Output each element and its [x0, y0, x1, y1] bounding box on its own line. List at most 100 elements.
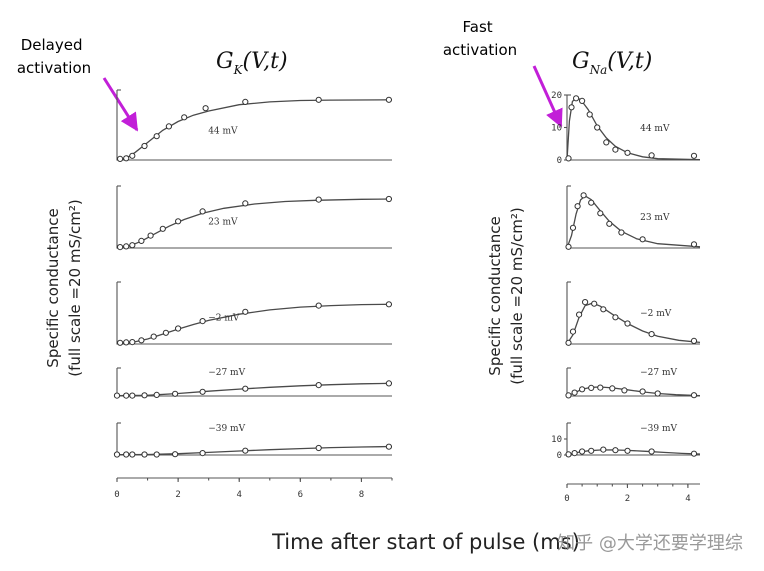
data-point [580, 192, 587, 199]
fit-curve [116, 99, 393, 161]
data-point [569, 224, 577, 231]
data-point [147, 232, 154, 239]
gk-title: GK(V,t) [216, 49, 288, 77]
data-point [600, 446, 607, 453]
data-point [141, 142, 148, 150]
x-tick-label: 0 [114, 490, 119, 500]
data-point [654, 390, 661, 397]
data-point [565, 451, 572, 458]
data-point [315, 302, 322, 309]
panel-0-4: −39 mV [113, 422, 393, 458]
x-tick-label: 6 [298, 490, 303, 500]
voltage-label: −39 mV [208, 424, 245, 434]
data-point [639, 388, 646, 395]
y-tick-label: 10 [551, 124, 562, 134]
panel-1-2: −2 mV [565, 281, 701, 346]
data-point [242, 200, 249, 207]
data-point [648, 331, 655, 338]
data-point [586, 111, 593, 118]
data-point [123, 339, 130, 346]
data-point [571, 389, 578, 396]
fit-curve [116, 445, 393, 456]
panel-1-4: −39 mV 0 10 [551, 422, 701, 461]
panel-axes [116, 282, 392, 345]
delayed-line-1: Delayed [21, 36, 83, 54]
data-point [175, 325, 182, 332]
data-point [141, 451, 148, 458]
delayed-annotation: Delayed activation [17, 36, 91, 77]
gna-ylabel-2: (full scale =20 mS/cm²) [508, 207, 526, 385]
panel-1-1: 23 mV [565, 185, 701, 250]
voltage-label: 23 mV [208, 217, 238, 227]
voltage-label: −2 mV [640, 309, 672, 319]
data-point [199, 318, 206, 325]
data-point [588, 199, 595, 206]
fit-curve [116, 303, 393, 345]
gna-title: GNa(V,t) [572, 49, 652, 77]
data-point [569, 328, 577, 335]
data-point [123, 155, 130, 162]
data-point [565, 155, 572, 162]
y-tick-label: 0 [557, 451, 562, 461]
data-point [315, 96, 322, 103]
data-point [690, 241, 698, 248]
x-tick-label: 0 [564, 494, 569, 504]
panel-1-0: 44 mV 0 10 20 [551, 91, 701, 166]
data-point [606, 220, 613, 227]
panel-axes [116, 368, 392, 397]
gk-ylabel-2: (full scale =20 mS/cm²) [66, 199, 84, 377]
data-point [162, 329, 169, 336]
data-point [612, 146, 619, 153]
data-point [123, 243, 130, 250]
data-point [621, 387, 628, 394]
data-point [612, 447, 619, 454]
data-point [117, 155, 124, 162]
panel-axes [566, 186, 700, 249]
data-point [129, 392, 136, 399]
data-point [648, 448, 655, 455]
data-point [117, 339, 124, 346]
fast-annotation: Fast activation [443, 18, 517, 59]
panel-0-1: 23 mV [116, 185, 393, 251]
data-point [597, 210, 604, 217]
data-point [624, 320, 631, 327]
data-point [153, 133, 160, 140]
data-point [690, 152, 698, 159]
data-point [113, 392, 121, 399]
data-point [153, 451, 160, 458]
data-point [591, 300, 598, 307]
panel-0-0: 44 mV [116, 89, 393, 162]
data-point [117, 244, 124, 251]
data-point [612, 314, 619, 321]
voltage-label: −39 mV [640, 424, 677, 434]
data-point [138, 337, 145, 344]
data-point [150, 333, 157, 340]
gk-ylabel: Specific conductance [44, 208, 62, 367]
voltage-label: −2 mV [208, 313, 240, 323]
data-point [579, 448, 586, 455]
y-tick-label: 10 [551, 435, 562, 445]
data-point [597, 384, 604, 391]
data-point [588, 447, 595, 454]
chart-0: 44 mV 23 mV −2 mV −27 mV −39 mV 0 2 4 6 8 [113, 89, 393, 500]
data-point [129, 242, 136, 249]
data-point [129, 152, 136, 159]
panel-axes [566, 282, 700, 345]
data-point [624, 447, 631, 454]
data-point [153, 391, 160, 398]
charts-layer: 44 mV 23 mV −2 mV −27 mV −39 mV 0 2 4 6 8 44 mV 0 10… [113, 89, 701, 504]
data-point [579, 386, 586, 393]
x-tick-label: 8 [359, 490, 364, 500]
data-point [315, 196, 322, 203]
data-point [138, 237, 145, 244]
fast-line-1: Fast [463, 18, 493, 36]
gna-ylabel: Specific conductance [486, 216, 504, 375]
data-point [639, 236, 646, 243]
data-point [181, 114, 188, 121]
data-point [172, 390, 179, 397]
data-point [600, 306, 607, 313]
data-point [199, 388, 206, 395]
data-point [123, 392, 130, 399]
voltage-label: 23 mV [640, 213, 670, 223]
